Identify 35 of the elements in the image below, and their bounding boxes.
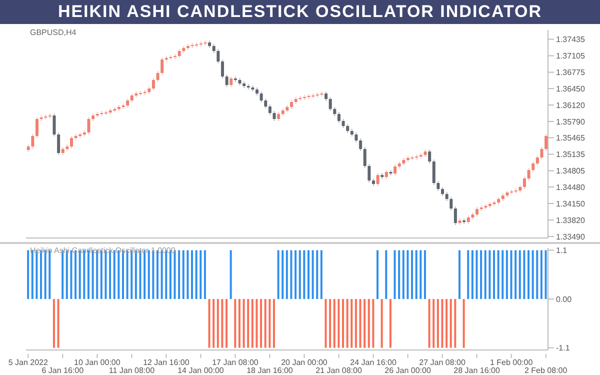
x-tick-label: 21 Jan 08:00 xyxy=(316,366,362,375)
x-tick-label: 17 Jan 08:00 xyxy=(212,358,259,367)
y-tick-label: 0.00 xyxy=(556,294,572,304)
y-tick-label: 1.34805 xyxy=(556,166,586,176)
x-tick-label: 24 Jan 16:00 xyxy=(350,358,397,367)
x-tick-label: 1 Feb 00:00 xyxy=(490,358,534,367)
x-tick-label: 20 Jan 00:00 xyxy=(281,358,328,367)
x-tick-label: 27 Jan 08:00 xyxy=(419,358,466,367)
x-tick-label: 2 Feb 08:00 xyxy=(524,366,568,375)
x-tick-label: 12 Jan 16:00 xyxy=(143,358,190,367)
y-tick-label: 1.33820 xyxy=(556,216,586,225)
chart-title: HEIKIN ASHI CANDLESTICK OSCILLATOR INDICATOR xyxy=(0,0,600,24)
y-tick-label: 1.1 xyxy=(556,246,568,256)
y-tick-label: 1.34480 xyxy=(556,182,586,192)
y-tick-label: 1.35135 xyxy=(556,150,586,160)
chart-title: Heikin Ashi Candlestick Oscillator 1.0000 xyxy=(30,246,176,255)
y-tick-label: 1.35790 xyxy=(556,117,586,126)
x-tick-label: 11 Jan 08:00 xyxy=(108,366,156,375)
x-tick-label: 18 Jan 16:00 xyxy=(246,366,294,375)
y-tick-label: 1.36775 xyxy=(556,68,586,78)
y-tick-label: -1.1 xyxy=(556,344,570,353)
x-tick-label: 26 Jan 00:00 xyxy=(384,366,432,375)
y-tick-label: 1.36120 xyxy=(556,100,586,110)
y-tick-label: 1.36450 xyxy=(556,84,586,94)
x-tick-label: 14 Jan 00:00 xyxy=(178,366,224,375)
y-tick-label: 1.37435 xyxy=(556,35,586,44)
x-tick-label: 6 Jan 16:00 xyxy=(42,366,84,375)
y-tick-label: 1.37105 xyxy=(556,52,586,61)
y-tick-label: 1.35465 xyxy=(556,134,586,143)
x-tick-label: 10 Jan 00:00 xyxy=(74,358,121,367)
x-tick-label: 28 Jan 16:00 xyxy=(454,366,500,375)
y-tick-label: 1.33490 xyxy=(556,232,586,242)
y-tick-label: 1.34150 xyxy=(556,199,586,208)
x-tick-label: 5 Jan 2022 xyxy=(8,358,48,367)
chart-subtitle: GBPUSD,H4 xyxy=(30,28,76,37)
